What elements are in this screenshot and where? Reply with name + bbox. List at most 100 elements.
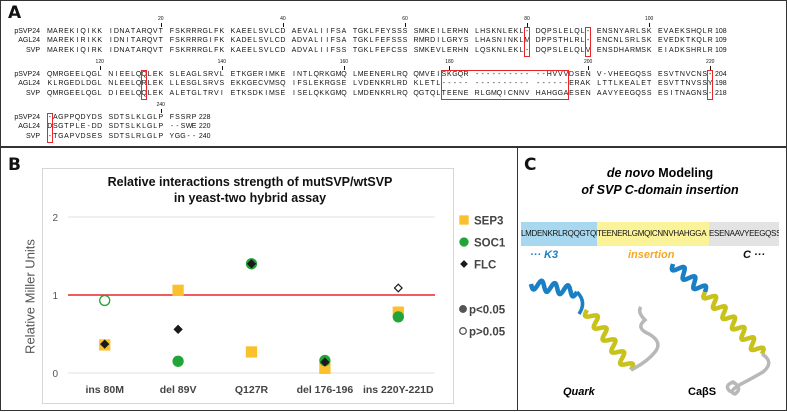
residue: A — [125, 46, 130, 54]
residue: K — [97, 28, 103, 35]
residue: K — [585, 80, 591, 88]
tick-mark — [588, 66, 590, 70]
residue: V — [552, 71, 558, 78]
residue: L — [208, 46, 213, 54]
residue: E — [424, 80, 430, 88]
highlight-box — [523, 27, 531, 57]
residue: S — [663, 71, 669, 78]
residue: K — [97, 37, 103, 45]
y-tick-label: 1 — [52, 291, 58, 302]
residue: S — [574, 89, 580, 97]
residue: V — [213, 71, 219, 78]
residue: F — [386, 46, 391, 54]
residue: F — [169, 46, 174, 54]
residue: S — [641, 71, 646, 78]
highlight-box — [706, 70, 714, 100]
residue: I — [437, 71, 440, 78]
residue: S — [491, 37, 497, 45]
residue: I — [265, 71, 268, 78]
residue: K — [158, 71, 164, 78]
residue: Q — [402, 71, 408, 78]
residue: A — [669, 28, 674, 35]
residue: K — [69, 46, 75, 54]
residue: Q — [696, 28, 702, 35]
residue: A — [136, 28, 141, 35]
residue: E — [241, 28, 247, 35]
data-point-flc — [393, 283, 403, 293]
residue: D — [113, 46, 119, 54]
residue: L — [441, 37, 446, 45]
residue: K — [447, 71, 452, 78]
x-tick-label: Q127R — [235, 384, 269, 396]
sequence-name: SVP — [25, 132, 40, 140]
cabs-c-domain — [725, 352, 771, 396]
residue: G — [629, 71, 636, 78]
residue: D — [535, 37, 541, 45]
residue: S — [175, 46, 180, 54]
residue: S — [702, 80, 707, 88]
residue: L — [519, 37, 524, 45]
residue: L — [702, 46, 707, 54]
sequence-name: pSVP24 — [14, 28, 40, 35]
residue: S — [552, 46, 558, 54]
residue: R — [191, 37, 197, 45]
residue: E — [580, 71, 585, 78]
segment-c-domain: ESENAAVYEEGQSS — [709, 222, 779, 246]
residue: L — [75, 123, 80, 131]
residue: S — [202, 80, 208, 88]
residue: C — [691, 71, 697, 78]
residue: G — [452, 71, 458, 78]
significance-marker — [459, 327, 467, 335]
residue: C — [391, 46, 397, 54]
panel-b-chart — [0, 147, 518, 411]
residue: N — [602, 46, 608, 54]
residue: D — [91, 114, 97, 121]
residue: E — [230, 71, 236, 78]
residue: M — [335, 89, 342, 97]
residue: L — [308, 80, 313, 88]
sequence-name: SVP — [25, 89, 40, 97]
residue: E — [447, 46, 452, 54]
residue: G — [146, 123, 153, 131]
residue: D — [613, 46, 619, 54]
residue: A — [541, 89, 547, 97]
residue: E — [75, 89, 80, 97]
residue: L — [219, 71, 224, 78]
residue: D — [74, 80, 81, 88]
residue: Q — [47, 71, 53, 78]
residue: R — [574, 80, 580, 88]
residue: F — [169, 37, 174, 45]
residue: Q — [457, 71, 464, 78]
residue: R — [58, 28, 64, 35]
residue: V — [524, 89, 530, 97]
residue: - — [475, 71, 479, 78]
residue: L — [81, 71, 86, 78]
residue: K — [424, 28, 430, 35]
residue: E — [64, 28, 69, 35]
data-point-flc — [320, 357, 330, 367]
sequence-end-position: 204 — [715, 71, 727, 78]
residue: - — [548, 80, 551, 88]
residue: T — [130, 28, 136, 35]
residue: K — [241, 89, 247, 97]
residue: Y — [707, 80, 713, 88]
residue: T — [441, 89, 446, 97]
residue: T — [130, 46, 136, 54]
residue: E — [669, 37, 674, 45]
residue: N — [119, 37, 125, 45]
residue: T — [647, 80, 652, 88]
residue: T — [352, 46, 358, 54]
residue: K — [91, 37, 97, 45]
chart-frame — [42, 168, 454, 404]
residue: S — [97, 132, 103, 140]
residue: A — [136, 46, 141, 54]
residue: M — [335, 71, 342, 78]
residue: A — [341, 37, 347, 45]
residue: L — [580, 28, 585, 35]
residue: Q — [540, 46, 547, 54]
residue: S — [336, 37, 341, 45]
residue: L — [208, 28, 213, 35]
residue: K — [91, 28, 97, 35]
residue: F — [169, 114, 174, 121]
residue: L — [636, 80, 641, 88]
